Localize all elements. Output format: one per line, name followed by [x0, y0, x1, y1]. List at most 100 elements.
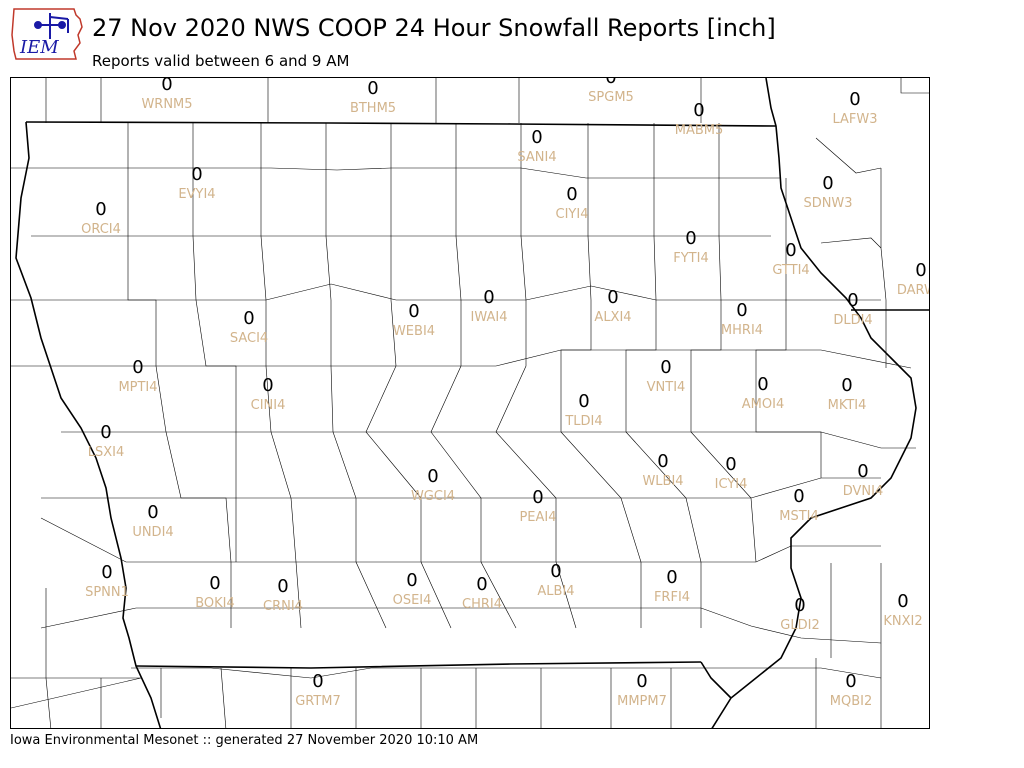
station-id-label: SDNW3: [803, 196, 852, 211]
snowfall-value: 0: [685, 228, 696, 249]
station-cini4: 0 CINI4: [251, 375, 286, 413]
station-boki4: 0 BOKI4: [195, 573, 235, 611]
station-id-label: MSTI4: [779, 509, 819, 524]
snowfall-value: 0: [531, 127, 542, 148]
station-id-label: WEBI4: [393, 324, 435, 339]
station-ciyi4: 0 CIYI4: [556, 184, 589, 222]
station-mkti4: 0 MKTI4: [828, 375, 867, 413]
station-lafw3: 0 LAFW3: [832, 89, 877, 127]
snowfall-value: 0: [277, 576, 288, 597]
station-wrnm5: 0 WRNM5: [141, 78, 192, 112]
station-id-label: VNTI4: [647, 380, 686, 395]
station-gldi2: 0 GLDI2: [780, 595, 819, 633]
snowfall-value: 0: [847, 290, 858, 311]
station-id-label: MKTI4: [828, 398, 867, 413]
snowfall-value: 0: [841, 375, 852, 396]
snowfall-value: 0: [100, 422, 111, 443]
snowfall-value: 0: [822, 173, 833, 194]
map-title: 27 Nov 2020 NWS COOP 24 Hour Snowfall Re…: [92, 14, 776, 42]
station-webi4: 0 WEBI4: [393, 301, 435, 339]
station-albi4: 0 ALBI4: [537, 561, 574, 599]
station-id-label: MHRI4: [721, 323, 763, 338]
station-bthm5: 0 BTHM5: [350, 78, 396, 116]
station-osei4: 0 OSEI4: [393, 570, 432, 608]
snowfall-value: 0: [367, 78, 378, 99]
station-iwai4: 0 IWAI4: [471, 287, 508, 325]
station-spnn1: 0 SPNN1: [85, 562, 129, 600]
station-id-label: WLBI4: [642, 474, 683, 489]
iem-logo-graphic: IEM: [11, 8, 83, 60]
station-id-label: ALXI4: [594, 310, 631, 325]
snowfall-value: 0: [209, 573, 220, 594]
station-id-label: GTTI4: [772, 263, 809, 278]
snowfall-value: 0: [725, 454, 736, 475]
snowfall-value: 0: [95, 199, 106, 220]
station-id-label: BTHM5: [350, 101, 396, 116]
station-id-label: CIYI4: [556, 207, 589, 222]
snowfall-value: 0: [476, 574, 487, 595]
station-orci4: 0 ORCI4: [81, 199, 121, 237]
map-subtitle: Reports valid between 6 and 9 AM: [92, 52, 350, 70]
station-id-label: MPTI4: [118, 380, 157, 395]
station-id-label: MMPM7: [617, 694, 667, 709]
station-darw3: 0 DARW3: [897, 260, 930, 298]
snowfall-value: 0: [550, 561, 561, 582]
snowfall-value: 0: [483, 287, 494, 308]
station-id-label: AMOI4: [742, 397, 784, 412]
station-chri4: 0 CHRI4: [462, 574, 502, 612]
station-evyi4: 0 EVYI4: [178, 164, 215, 202]
station-wlbi4: 0 WLBI4: [642, 451, 683, 489]
station-undi4: 0 UNDI4: [132, 502, 173, 540]
station-id-label: CHRI4: [462, 597, 502, 612]
snowfall-value: 0: [605, 78, 616, 88]
station-dvni4: 0 DVNI4: [843, 461, 884, 499]
station-id-label: LAFW3: [832, 112, 877, 127]
snowfall-value: 0: [132, 357, 143, 378]
map-footer: Iowa Environmental Mesonet :: generated …: [10, 733, 479, 748]
snowfall-map: 0 WRNM5 0 BTHM5 0 SPGM5 0 MABM5 0 LAFW3 0 SANI4 0 EVY…: [10, 77, 930, 729]
station-msti4: 0 MSTI4: [779, 486, 819, 524]
station-id-label: FRFI4: [654, 590, 690, 605]
station-id-label: DARW3: [897, 283, 930, 298]
snowfall-value: 0: [794, 595, 805, 616]
snowfall-value: 0: [845, 671, 856, 692]
logo-text: IEM: [19, 37, 59, 58]
station-id-label: DLDI4: [833, 313, 872, 328]
station-tldi4: 0 TLDI4: [564, 391, 602, 429]
station-id-label: CRNI4: [263, 599, 303, 614]
station-vnti4: 0 VNTI4: [647, 357, 686, 395]
station-id-label: SPNN1: [85, 585, 129, 600]
station-id-label: MQBI2: [830, 694, 872, 709]
station-id-label: EVYI4: [178, 187, 215, 202]
snowfall-value: 0: [408, 301, 419, 322]
snowfall-value: 0: [849, 89, 860, 110]
snowfall-value: 0: [161, 78, 172, 95]
station-id-label: ALBI4: [537, 584, 574, 599]
station-id-label: MABM5: [675, 123, 724, 138]
station-mhri4: 0 MHRI4: [721, 300, 763, 338]
station-knxi2: 0 KNXI2: [883, 591, 922, 629]
station-id-label: SACI4: [230, 331, 268, 346]
station-id-label: SANI4: [517, 150, 556, 165]
station-icyi4: 0 ICYI4: [715, 454, 748, 492]
station-gtti4: 0 GTTI4: [772, 240, 809, 278]
station-id-label: OSEI4: [393, 593, 432, 608]
snowfall-value: 0: [262, 375, 273, 396]
station-mabm5: 0 MABM5: [675, 100, 724, 138]
station-dldi4: 0 DLDI4: [833, 290, 872, 328]
state-borders: [15, 78, 929, 728]
snowfall-value: 0: [427, 466, 438, 487]
station-id-label: WRNM5: [141, 97, 192, 112]
station-id-label: PEAI4: [519, 510, 556, 525]
station-amoi4: 0 AMOI4: [742, 374, 784, 412]
snowfall-value: 0: [793, 486, 804, 507]
station-id-label: GLDI2: [780, 618, 819, 633]
snowfall-value: 0: [736, 300, 747, 321]
snowfall-value: 0: [915, 260, 926, 281]
station-id-label: TLDI4: [564, 414, 602, 429]
station-id-label: ORCI4: [81, 222, 121, 237]
station-grtm7: 0 GRTM7: [295, 671, 341, 709]
station-id-label: ICYI4: [715, 477, 748, 492]
station-id-label: UNDI4: [132, 525, 173, 540]
snowfall-value: 0: [857, 461, 868, 482]
